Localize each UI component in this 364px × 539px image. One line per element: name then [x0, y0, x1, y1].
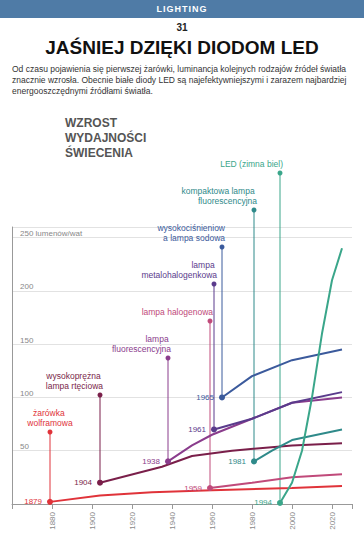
svg-text:kompaktowa lampa: kompaktowa lampa: [181, 186, 257, 196]
svg-text:lampa: lampa: [145, 334, 171, 344]
svg-text:200: 200: [20, 282, 34, 291]
svg-text:150: 150: [20, 336, 34, 345]
svg-text:1965: 1965: [196, 393, 214, 402]
svg-text:ŚWIECENIA: ŚWIECENIA: [65, 145, 133, 160]
svg-text:100: 100: [20, 389, 34, 398]
svg-text:fluorescencyjna: fluorescencyjna: [112, 344, 171, 354]
svg-text:wysokoprężna: wysokoprężna: [45, 371, 103, 381]
svg-text:1880: 1880: [48, 511, 57, 529]
html-text:JAŚNIEJ DZIĘKI DIODOM LED: JAŚNIEJ DZIĘKI DIODOM LED: [45, 37, 319, 58]
svg-text:250 lumenów/wat: 250 lumenów/wat: [20, 229, 83, 238]
svg-text:fluorescencyjna: fluorescencyjna: [198, 196, 257, 206]
svg-text:lampa rtęciowa: lampa rtęciowa: [46, 381, 103, 391]
svg-text:żarówka: żarówka: [33, 408, 67, 418]
svg-text:1994: 1994: [254, 498, 272, 507]
html-text:31: 31: [176, 22, 188, 33]
svg-text:1980: 1980: [248, 511, 257, 529]
svg-text:1904: 1904: [74, 478, 92, 487]
svg-text:2020: 2020: [328, 511, 337, 529]
svg-text:1961: 1961: [188, 425, 206, 434]
svg-text:1940: 1940: [168, 511, 177, 529]
svg-text:wysokociśnieniow: wysokociśnieniow: [156, 223, 225, 233]
svg-text:wolframowa: wolframowa: [26, 418, 73, 428]
svg-text:1900: 1900: [88, 511, 97, 529]
svg-text:lampa: lampa: [191, 260, 217, 270]
svg-text:lampa halogenowa: lampa halogenowa: [142, 307, 214, 317]
svg-text:1879: 1879: [24, 497, 42, 506]
svg-text:WZROST: WZROST: [65, 116, 120, 130]
svg-text:50: 50: [20, 442, 29, 451]
svg-text:metalohalogenkowa: metalohalogenkowa: [141, 270, 217, 280]
html-text:LIGHTING: LIGHTING: [156, 4, 208, 14]
svg-text:a lampa sodowa: a lampa sodowa: [163, 233, 225, 243]
svg-text:2000: 2000: [288, 511, 297, 529]
svg-text:1959: 1959: [184, 484, 202, 493]
svg-text:LED (zimna biel): LED (zimna biel): [220, 159, 283, 169]
svg-text:1920: 1920: [128, 511, 137, 529]
svg-text:1981: 1981: [228, 457, 246, 466]
html-text:Od czasu pojawienia się pierws: Od czasu pojawienia się pierwszej żarówk…: [12, 64, 347, 96]
svg-text:1960: 1960: [208, 511, 217, 529]
svg-text:1938: 1938: [142, 457, 160, 466]
svg-text:WYDAJNOŚCI: WYDAJNOŚCI: [65, 130, 150, 145]
